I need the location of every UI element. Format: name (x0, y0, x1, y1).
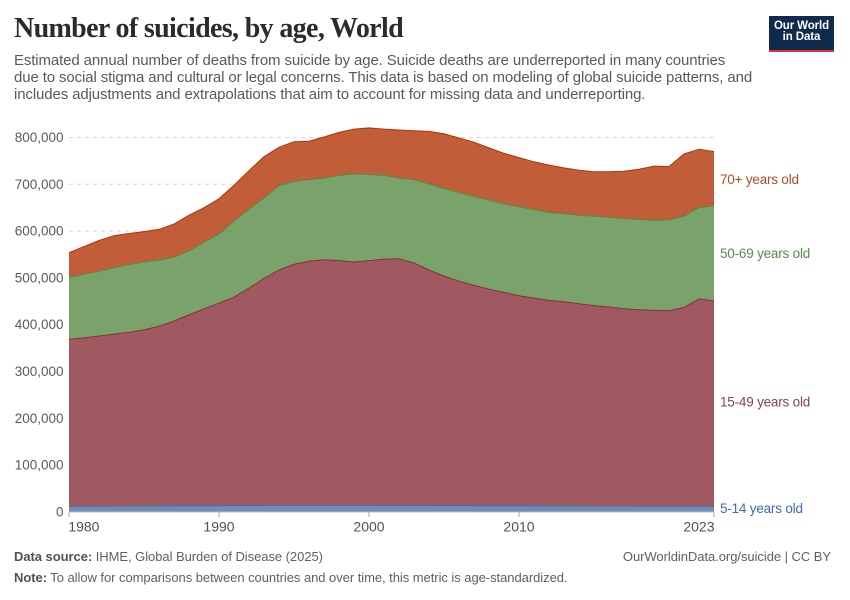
svg-text:1980: 1980 (68, 519, 99, 535)
svg-text:50-69 years old: 50-69 years old (720, 246, 810, 261)
svg-text:5-14 years old: 5-14 years old (720, 501, 803, 516)
svg-text:300,000: 300,000 (15, 364, 64, 379)
svg-text:400,000: 400,000 (15, 317, 64, 332)
svg-text:1990: 1990 (203, 519, 234, 535)
svg-text:600,000: 600,000 (15, 224, 64, 239)
svg-text:70+ years old: 70+ years old (720, 172, 799, 187)
svg-text:700,000: 700,000 (15, 177, 64, 192)
svg-text:2023: 2023 (683, 519, 714, 535)
svg-text:15-49 years old: 15-49 years old (720, 395, 810, 410)
svg-text:100,000: 100,000 (15, 458, 64, 473)
svg-text:0: 0 (56, 505, 64, 520)
svg-text:200,000: 200,000 (15, 411, 64, 426)
svg-text:500,000: 500,000 (15, 270, 64, 285)
svg-text:2010: 2010 (503, 519, 534, 535)
svg-text:2000: 2000 (353, 519, 384, 535)
svg-text:800,000: 800,000 (15, 130, 64, 145)
